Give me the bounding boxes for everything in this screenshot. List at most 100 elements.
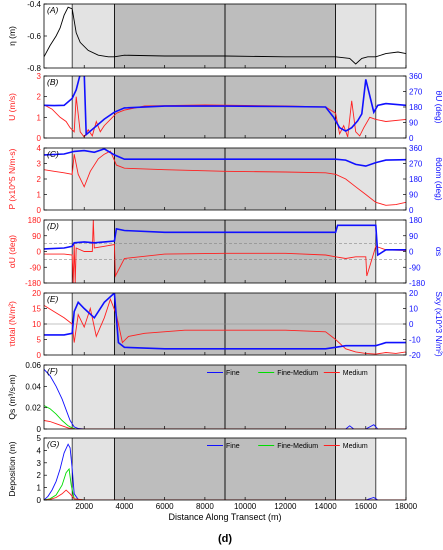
y-tick-label-left: 1 bbox=[37, 113, 42, 122]
y-tick-label-left: 1 bbox=[37, 484, 42, 493]
shaded-region bbox=[335, 365, 376, 429]
panel-label: (F) bbox=[47, 366, 58, 376]
y-tick-label-left: 3 bbox=[37, 160, 42, 169]
y-tick-label-right: 0 bbox=[409, 248, 414, 257]
y-tick-label-left: 3 bbox=[37, 72, 42, 81]
y-tick-label-left: 4 bbox=[37, 144, 42, 153]
series-line-fine bbox=[44, 443, 406, 500]
y-tick-label-left: -0.4 bbox=[27, 0, 41, 9]
shaded-region bbox=[72, 148, 115, 210]
y-tick-label-left: 0.06 bbox=[25, 361, 41, 370]
panel-label: (B) bbox=[47, 77, 59, 87]
y-tick-label-right: -20 bbox=[409, 351, 421, 360]
y-tick-label-right: 0 bbox=[409, 134, 414, 143]
y-tick-label-left: 180 bbox=[28, 216, 42, 225]
shaded-region bbox=[225, 220, 336, 283]
y-axis-label-left: P (x10^5 N/m-s) bbox=[7, 148, 17, 209]
y-tick-label-left: 0.04 bbox=[25, 382, 41, 391]
y-axis-label-left: τtotal (N/m²) bbox=[7, 301, 17, 347]
y-axis-label-left: αU (deg) bbox=[7, 235, 17, 268]
series-line-blue bbox=[44, 76, 406, 137]
y-tick-label-right: -180 bbox=[409, 279, 426, 288]
panel-b: 0 1 2 3 0 90 180 270 360 θU (deg) U (m/s) (B) bbox=[7, 72, 443, 143]
y-tick-label-right: 0 bbox=[409, 206, 414, 215]
y-axis-label-right: θdom (deg) bbox=[434, 157, 443, 201]
y-tick-label-right: 360 bbox=[409, 72, 423, 81]
y-tick-label-left: -0.6 bbox=[27, 32, 41, 41]
shaded-region bbox=[225, 148, 336, 210]
series-line-red bbox=[44, 297, 406, 355]
y-tick-label-right: 270 bbox=[409, 160, 423, 169]
shaded-region bbox=[114, 220, 225, 283]
y-tick-label-right: 90 bbox=[409, 119, 418, 128]
y-tick-label-left: 90 bbox=[32, 232, 41, 241]
panel-frame bbox=[43, 364, 407, 430]
y-axis-label-right: αs bbox=[434, 247, 443, 256]
shaded-region bbox=[72, 438, 115, 500]
x-tick-label: 18000 bbox=[395, 502, 418, 511]
y-tick-label-right: 90 bbox=[409, 232, 418, 241]
x-tick-label: 14000 bbox=[314, 502, 337, 511]
series-line-red bbox=[44, 220, 406, 283]
shaded-region bbox=[114, 365, 225, 429]
panel-g: 0 1 2 3 4 5 Deposition (m) (G) Fine Fine-Medium Me… bbox=[7, 434, 407, 505]
series-line-blue bbox=[44, 293, 406, 350]
y-tick-label-right: 90 bbox=[409, 191, 418, 200]
series-line-medium bbox=[44, 420, 406, 429]
series-line-blue bbox=[44, 224, 406, 257]
shaded-region bbox=[335, 4, 376, 68]
y-tick-label-left: -90 bbox=[29, 263, 41, 272]
x-tick-label: 4000 bbox=[116, 502, 134, 511]
shaded-region bbox=[72, 4, 115, 68]
y-tick-label-left: 0 bbox=[37, 496, 42, 505]
legend-entry: Fine bbox=[226, 370, 240, 377]
panel-e: 0 5 10 15 20 -20 -10 0 10 20 Sxy (x10^3 N/m²) τtota… bbox=[7, 289, 443, 360]
x-tick-label: 8000 bbox=[196, 502, 214, 511]
y-tick-label-left: 0 bbox=[37, 134, 42, 143]
panel-d: -180 -90 0 90 180 -180 -90 0 90 180 αs αU (deg) (D) bbox=[7, 216, 443, 288]
legend-entry: Medium bbox=[343, 443, 368, 450]
legend-entry: Fine bbox=[226, 443, 240, 450]
y-axis-label-left: Deposition (m) bbox=[7, 441, 17, 496]
shaded-region bbox=[114, 4, 225, 68]
y-tick-label-left: 0 bbox=[37, 425, 42, 434]
y-tick-label-right: 20 bbox=[409, 289, 418, 298]
shaded-region bbox=[335, 220, 376, 283]
x-tick-label: 16000 bbox=[355, 502, 378, 511]
shaded-region bbox=[335, 148, 376, 210]
panel-label: (E) bbox=[47, 294, 59, 304]
y-axis-label-left: Qs (m³/s-m) bbox=[7, 374, 17, 419]
shaded-region bbox=[114, 438, 225, 500]
shaded-region bbox=[335, 438, 376, 500]
x-tick-label: 12000 bbox=[274, 502, 297, 511]
figure-caption: (d) bbox=[218, 533, 232, 545]
y-axis-label-right: θU (deg) bbox=[434, 90, 443, 123]
panel-a: -0.8 -0.6 -0.4 η (m) (A) bbox=[7, 0, 407, 73]
y-tick-label-right: -10 bbox=[409, 336, 421, 345]
y-tick-label-left: 10 bbox=[32, 320, 41, 329]
y-tick-label-right: 270 bbox=[409, 88, 423, 97]
y-tick-label-right: 180 bbox=[409, 175, 423, 184]
legend-entry: Fine-Medium bbox=[277, 443, 318, 450]
y-tick-label-left: 4 bbox=[37, 446, 42, 455]
y-tick-label-left: 2 bbox=[37, 93, 42, 102]
y-tick-label-left: 15 bbox=[32, 305, 41, 314]
y-axis-label-left: U (m/s) bbox=[7, 93, 17, 121]
series-line-blue bbox=[44, 148, 406, 167]
shaded-region bbox=[114, 148, 225, 210]
series-line-black bbox=[44, 6, 406, 65]
x-tick-label: 10000 bbox=[234, 502, 257, 511]
panel-label: (D) bbox=[47, 221, 59, 231]
y-axis-label-right: Sxy (x10^3 N/m²) bbox=[434, 291, 443, 357]
series-line-red bbox=[44, 96, 406, 138]
panel-f: 0 0.02 0.04 0.06 Qs (m³/s-m) (F) Fine Fine-Medi… bbox=[7, 361, 407, 434]
y-tick-label-left: 2 bbox=[37, 471, 42, 480]
x-axis-label: Distance Along Transect (m) bbox=[168, 512, 281, 522]
panel-label: (A) bbox=[47, 5, 59, 15]
y-tick-label-right: 360 bbox=[409, 144, 423, 153]
y-axis-label-left: η (m) bbox=[7, 26, 17, 46]
shaded-region bbox=[72, 365, 115, 429]
panel-label: (G) bbox=[47, 439, 59, 449]
y-tick-label-left: 20 bbox=[32, 289, 41, 298]
